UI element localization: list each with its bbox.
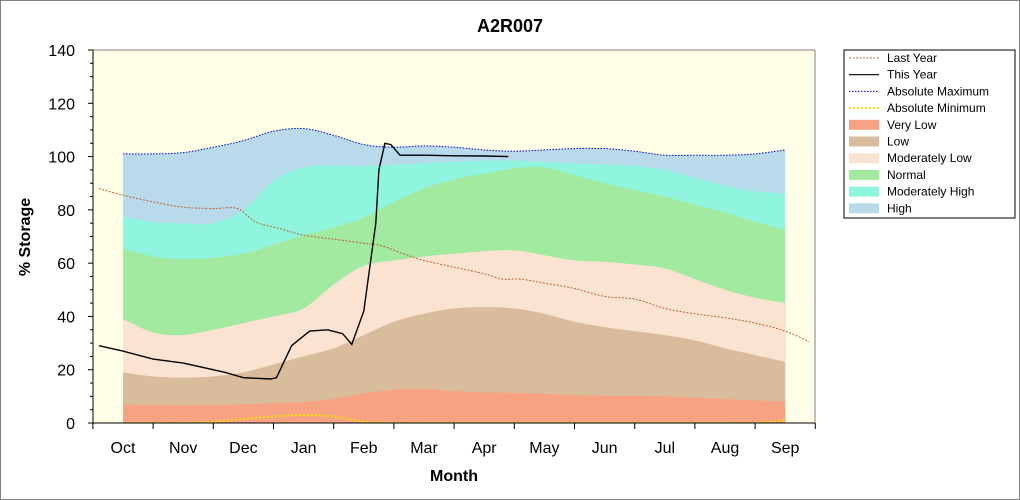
series-last-year: [98, 188, 810, 343]
legend-absolute-maximum-label: Absolute Maximum: [887, 84, 989, 98]
series-lines: [98, 127, 810, 423]
series-this-year: [98, 142, 509, 380]
y-tick-label: 120: [48, 96, 75, 113]
x-tick-label: Mar: [410, 440, 438, 457]
y-axis-ticks: 0 20 40 60 80 100 120 140: [48, 43, 93, 433]
legend-normal-swatch: [849, 169, 879, 180]
x-tick-label: Dec: [229, 440, 257, 457]
x-tick-label: Aug: [711, 440, 739, 457]
x-tick-label: Jun: [592, 440, 618, 457]
legend-moderately-low-label: Moderately Low: [887, 151, 972, 165]
x-tick-label: Feb: [350, 440, 378, 457]
series-absolute-maximum: [122, 127, 786, 157]
band-low: [123, 307, 786, 423]
y-tick-label: 60: [57, 256, 75, 273]
y-axis-label: % Storage: [17, 198, 34, 276]
legend-low-label: Low: [887, 135, 909, 149]
x-tick-label: Sep: [771, 440, 800, 457]
legend-very-low-swatch: [849, 119, 879, 130]
x-tick-label: May: [529, 440, 559, 457]
percentile-bands: [123, 128, 786, 423]
legend-very-low-label: Very Low: [887, 118, 937, 132]
x-tick-label: Jul: [655, 440, 675, 457]
legend-moderately-high-label: Moderately High: [887, 185, 974, 199]
legend-last-year-label: Last Year: [887, 51, 937, 65]
y-tick-label: 100: [48, 150, 75, 167]
y-tick-label: 40: [57, 309, 75, 326]
legend-high-label: High: [887, 201, 912, 215]
legend-moderately-low-swatch: [849, 153, 879, 164]
y-tick-label: 140: [48, 43, 75, 60]
legend-normal-label: Normal: [887, 168, 926, 182]
x-tick-label: Oct: [111, 440, 136, 457]
legend-high-swatch: [849, 203, 879, 214]
chart-title: A2R007: [477, 16, 543, 36]
legend-low-swatch: [849, 136, 879, 147]
y-tick-label: 20: [57, 363, 75, 380]
legend: Last Year This Year Absolute Maximum Absolu…: [843, 49, 1016, 219]
x-tick-label: Apr: [472, 440, 498, 457]
x-tick-label: Jan: [291, 440, 317, 457]
legend-absolute-minimum-label: Absolute Minimum: [887, 101, 986, 115]
y-tick-label: 0: [66, 416, 75, 433]
legend-this-year-label: This Year: [887, 68, 937, 82]
x-axis-ticks: Oct Nov Dec Jan Feb Mar Apr May Jun Jul Aug Sep: [92, 423, 816, 457]
y-tick-label: 80: [57, 203, 75, 220]
x-tick-label: Nov: [169, 440, 197, 457]
x-axis-label: Month: [430, 468, 478, 485]
legend-moderately-high-swatch: [849, 186, 879, 197]
